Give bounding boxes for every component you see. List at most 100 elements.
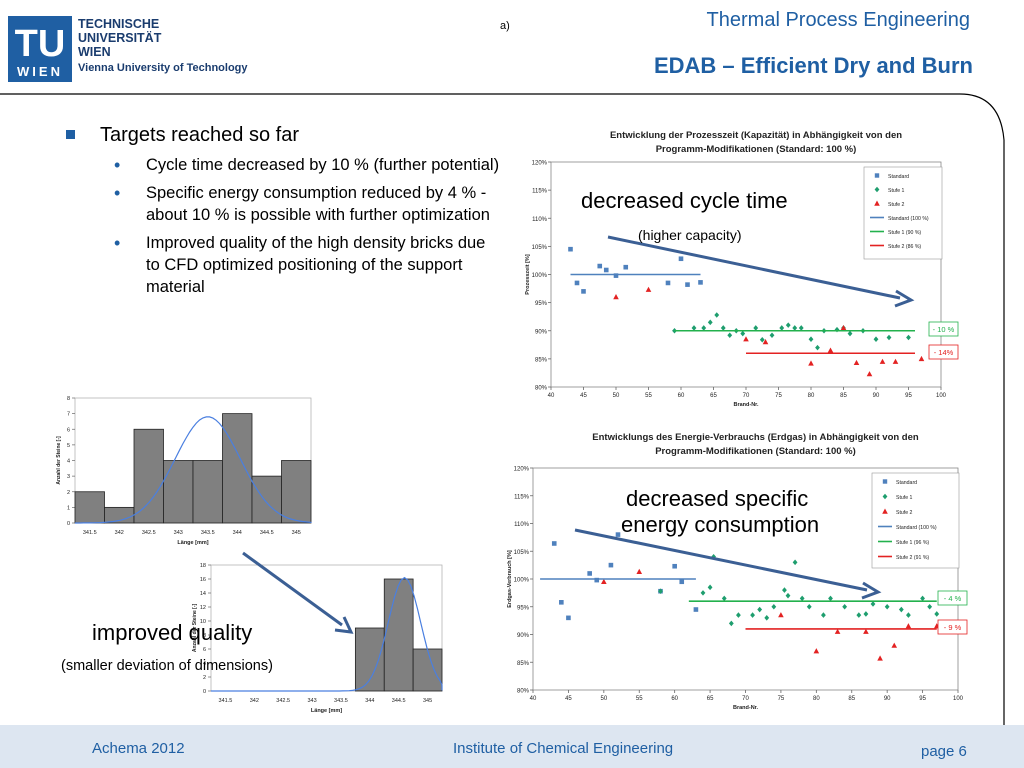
x-tick-label: 344.5 (392, 698, 406, 704)
data-point-stufe2 (827, 347, 834, 353)
y-tick-label: 0 (67, 521, 70, 527)
annotation-box (937, 590, 968, 606)
university-line-3: WIEN (78, 45, 111, 59)
footer-institute: Institute of Chemical Engineering (453, 740, 674, 757)
data-point-standard (685, 282, 690, 287)
x-tick-label: 80 (808, 393, 815, 399)
y-tick-label: 80% (535, 386, 548, 392)
y-tick-label: 7 (67, 412, 70, 418)
slide-title: Thermal Process Engineering (706, 9, 970, 31)
callout-deviation: (smaller deviation of dimensions) (61, 658, 273, 674)
data-point-stufe1 (707, 584, 713, 591)
histogram-bar (383, 578, 414, 692)
legend-entry: Stufe 2 (86 %) (888, 244, 921, 250)
data-point-stufe1 (771, 603, 777, 610)
x-tick-label: 343.5 (334, 698, 348, 704)
data-point-standard (698, 280, 703, 285)
legend-marker (882, 493, 888, 500)
data-point-stufe2 (813, 648, 820, 654)
y-tick-label: 105% (532, 245, 548, 251)
footer-page-number: page 6 (921, 743, 967, 760)
data-point-stufe1 (757, 606, 763, 613)
y-tick-label: 10 (200, 619, 206, 625)
bullet-item: Cycle time decreased by 10 % (further po… (62, 154, 502, 176)
data-point-stufe1 (884, 603, 890, 610)
y-tick-label: 14 (200, 591, 206, 597)
x-axis-label: Brand-Nr. (733, 402, 759, 408)
data-point-stufe2 (645, 286, 652, 292)
data-point-stufe1 (779, 325, 785, 331)
annotation-label: - 14% (934, 348, 954, 357)
data-point-standard (623, 264, 629, 270)
data-point-stufe1 (799, 595, 805, 602)
legend-entry: Stufe 1 (96 %) (896, 540, 929, 546)
chart-title: Entwicklung der Prozesszeit (Kapazität) … (610, 130, 902, 141)
y-tick-label: 105% (514, 550, 530, 556)
data-point-stufe2 (743, 336, 749, 342)
quality-arrow (242, 551, 354, 634)
slide-header: TU WIEN TECHNISCHE UNIVERSITÄT WIEN Vien… (0, 0, 1024, 94)
logo-city: WIEN (17, 64, 63, 79)
data-point-stufe1 (721, 595, 727, 602)
bullet-list: Targets reached so far Cycle time decrea… (62, 122, 502, 304)
x-tick-label: 65 (710, 393, 717, 399)
y-tick-label: 95% (535, 301, 548, 307)
data-point-stufe1 (701, 325, 707, 331)
chart-title: Entwicklungs des Energie-Verbrauchs (Erd… (592, 432, 919, 443)
x-tick-label: 342.5 (276, 698, 290, 704)
x-tick-label: 45 (580, 393, 587, 399)
y-tick-label: 100% (514, 578, 530, 584)
y-tick-label: 90% (517, 633, 530, 639)
data-point-stufe1 (834, 326, 840, 333)
data-point-stufe2 (636, 568, 643, 574)
x-axis-label: Länge [mm] (311, 708, 342, 714)
histogram-bar (192, 460, 223, 524)
annotation-label: - 4 % (944, 594, 962, 603)
legend-entry: Stufe 2 (896, 510, 913, 516)
data-point-stufe1 (906, 612, 911, 618)
data-point-stufe2 (834, 628, 841, 634)
y-tick-label: 115% (514, 494, 530, 500)
x-tick-label: 344.5 (260, 530, 274, 536)
data-point-stufe2 (866, 371, 873, 377)
x-tick-label: 343.5 (201, 530, 215, 536)
data-point-stufe2 (877, 655, 883, 661)
x-tick-label: 80 (813, 696, 820, 702)
data-point-standard (574, 280, 580, 286)
callout-higher-capacity: (higher capacity) (638, 227, 742, 243)
cycle-time-arrow (607, 235, 915, 308)
x-tick-label: 40 (548, 393, 555, 399)
x-tick-label: 45 (565, 696, 572, 702)
legend-entry: Standard (896, 480, 917, 486)
data-point-standard (568, 246, 573, 252)
data-point-stufe1 (785, 592, 791, 599)
y-tick-label: 3 (67, 474, 70, 480)
legend-entry: Standard (100 %) (896, 525, 937, 531)
bullet-item: Improved quality of the high density bri… (62, 232, 502, 298)
data-point-stufe1 (886, 334, 892, 341)
data-point-standard (613, 273, 619, 278)
x-tick-label: 90 (884, 696, 891, 702)
x-tick-label: 95 (905, 393, 912, 399)
university-line-2: UNIVERSITÄT (78, 31, 162, 45)
data-point-stufe2 (601, 578, 607, 584)
x-tick-label: 95 (919, 696, 926, 702)
data-point-stufe1 (847, 330, 853, 337)
x-tick-label: 55 (645, 393, 652, 399)
histogram-bar (222, 413, 253, 524)
data-point-stufe1 (728, 620, 734, 627)
data-point-stufe2 (778, 612, 784, 618)
slide-heading: EDAB – Efficient Dry and Burn (653, 53, 973, 78)
legend-marker (874, 186, 880, 193)
histogram-bar (281, 460, 312, 524)
data-point-stufe1 (792, 325, 798, 331)
chart-title: Programm-Modifikationen (Standard: 100 %… (656, 144, 857, 155)
data-point-stufe1 (736, 612, 741, 618)
x-tick-label: 100 (953, 696, 964, 702)
data-point-stufe1 (798, 325, 804, 331)
annotation-box (937, 619, 968, 635)
data-point-stufe1 (727, 332, 733, 339)
x-tick-label: 343 (307, 698, 316, 704)
legend-entry: Stufe 1 (90 %) (888, 230, 921, 236)
